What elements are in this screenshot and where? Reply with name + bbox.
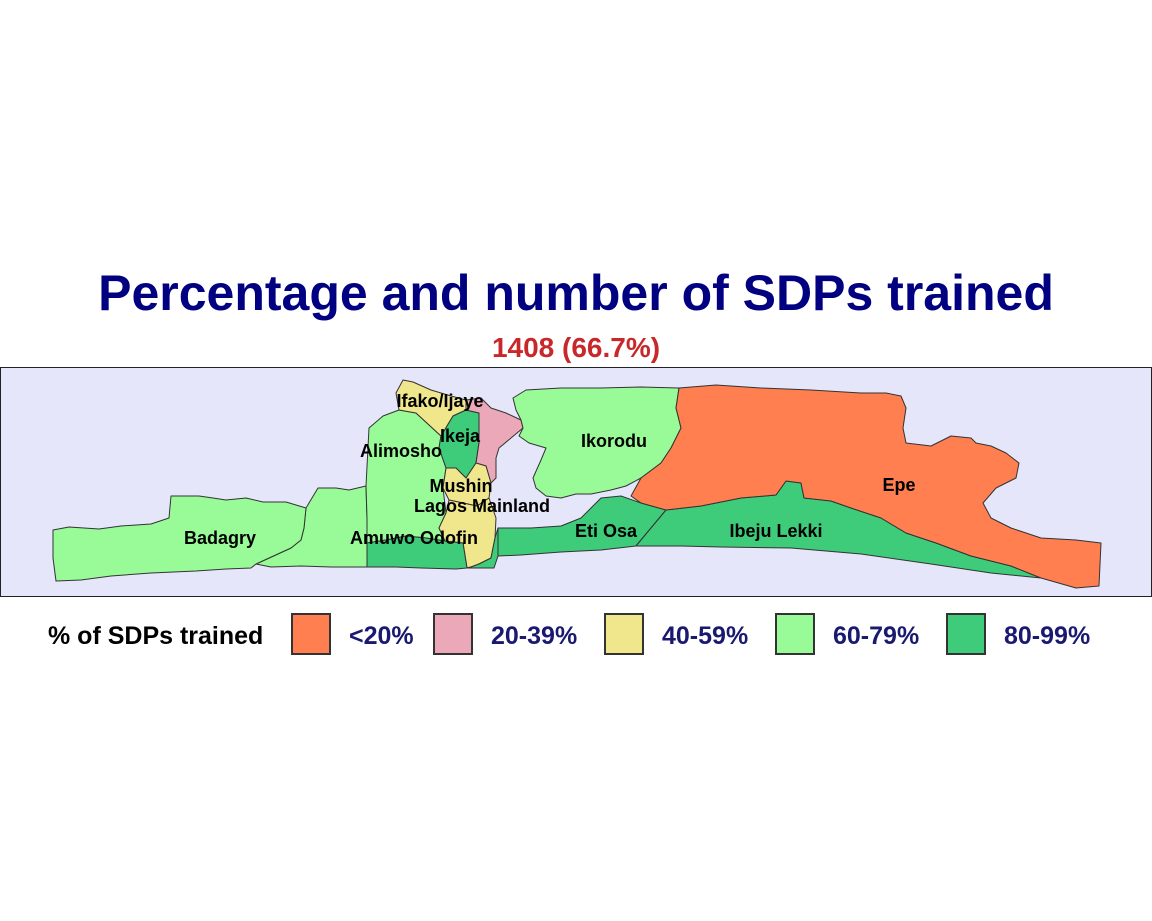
legend-label-20-39: 20-39% (491, 622, 578, 650)
region-badagry (52, 495, 307, 582)
region-shomolu (465, 397, 524, 484)
region-label-lagos-mainland: Lagos Mainland (414, 496, 550, 516)
region-amuwo-odofin (366, 535, 468, 570)
legend-label-60-79: 60-79% (833, 622, 920, 650)
region-islanddark (466, 527, 499, 569)
legend-label-lt20: <20% (349, 622, 414, 650)
map-subtitle: 1408 (66.7%) (491, 332, 661, 363)
region-label-ikeja: Ikeja (440, 426, 481, 446)
region-label-amuwo-odofin: Amuwo Odofin (350, 528, 478, 548)
region-ikorodu (512, 386, 682, 499)
legend-swatch-lt20 (291, 613, 331, 655)
region-epe (630, 384, 1102, 589)
region-label-mushin: Mushin (430, 476, 493, 496)
map-panel: Badagry Amuwo Odofin Alimosho Ifako/Ijaye Ik… (0, 367, 1152, 597)
legend-label-40-59: 40-59% (662, 622, 749, 650)
region-mushin (442, 462, 492, 507)
region-label-badagry: Badagry (184, 528, 256, 548)
legend-swatch-40-59 (604, 613, 644, 655)
legend: % of SDPs trained <20% 20-39% 40-59% 60-… (0, 612, 1152, 662)
legend-swatch-60-79 (775, 613, 815, 655)
map-title: Percentage and number of SDPs trained (98, 265, 1054, 321)
region-label-alimosho: Alimosho (360, 441, 442, 461)
legend-swatch-20-39 (433, 613, 473, 655)
region-label-ifako-ijaye: Ifako/Ijaye (396, 391, 483, 411)
legend-label-80-99: 80-99% (1004, 622, 1091, 650)
region-label-ibeju-lekki: Ibeju Lekki (729, 521, 822, 541)
region-label-epe: Epe (882, 475, 915, 495)
legend-title: % of SDPs trained (48, 622, 264, 650)
region-label-eti-osa: Eti Osa (575, 521, 638, 541)
region-label-ikorodu: Ikorodu (581, 431, 647, 451)
legend-swatch-80-99 (946, 613, 986, 655)
lagos-map: Badagry Amuwo Odofin Alimosho Ifako/Ijaye Ik… (52, 379, 1102, 589)
